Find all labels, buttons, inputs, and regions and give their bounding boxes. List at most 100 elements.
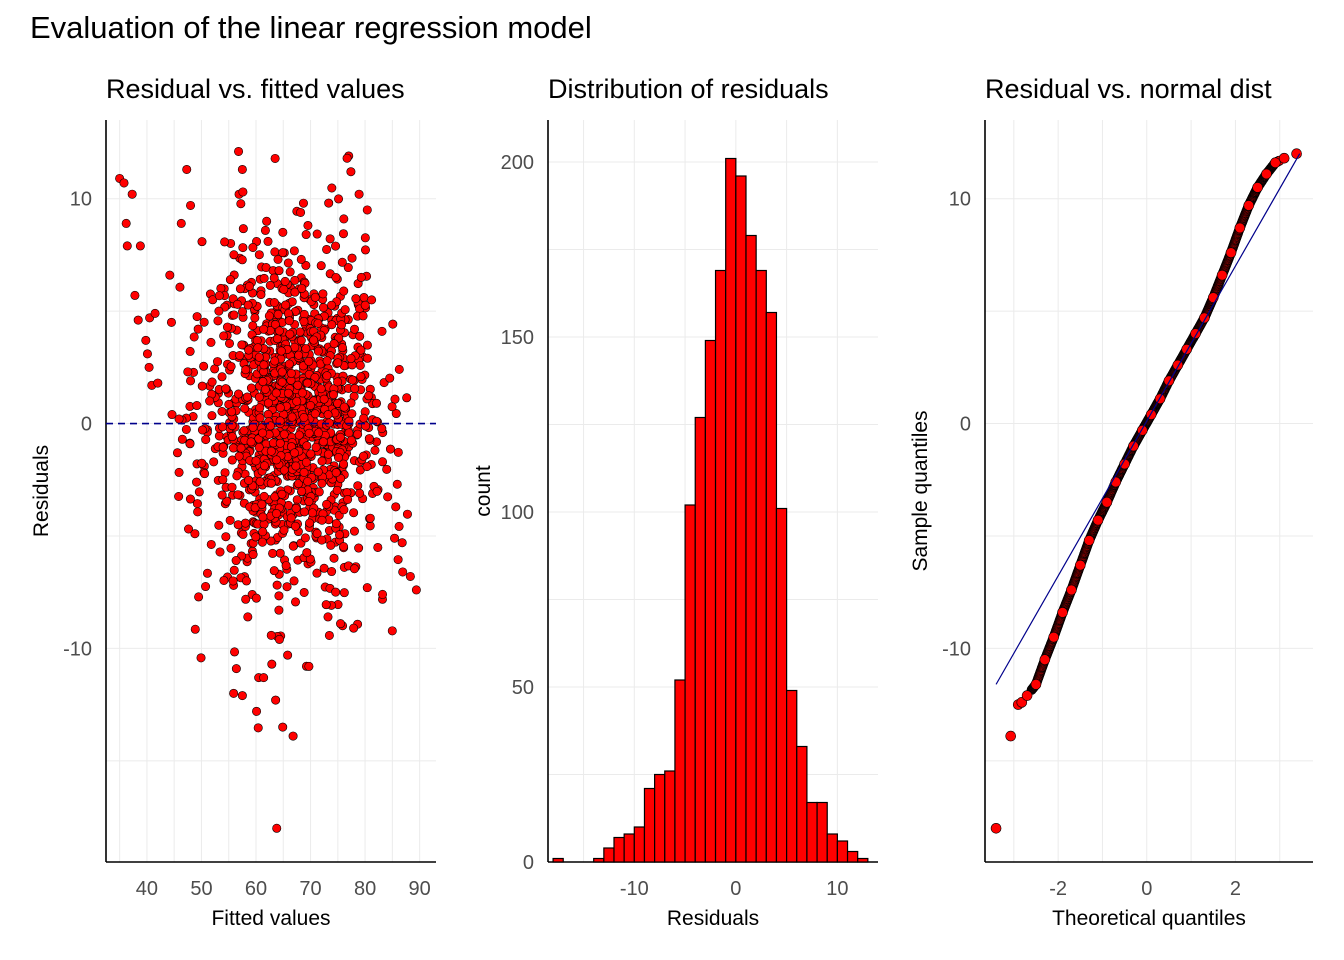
data-point: [339, 402, 349, 412]
data-point: [266, 630, 276, 640]
data-point: [331, 272, 341, 282]
data-point: [207, 411, 217, 421]
data-point: [299, 467, 309, 477]
data-point: [272, 580, 282, 590]
data-point: [342, 153, 352, 163]
data-point: [244, 281, 254, 291]
data-point: [346, 167, 356, 177]
data-point: [233, 490, 243, 500]
data-point: [273, 309, 283, 319]
data-point: [141, 335, 151, 345]
data-point: [337, 320, 347, 330]
data-point: [312, 568, 322, 578]
data-point: [322, 371, 332, 381]
histogram-bar: [836, 840, 849, 863]
data-point: [355, 331, 365, 341]
data-point: [269, 273, 279, 283]
data-point: [319, 563, 329, 573]
data-point: [398, 567, 408, 577]
data-point: [317, 478, 327, 488]
data-point: [193, 324, 203, 334]
qq-point: [1145, 409, 1157, 420]
data-point: [290, 342, 300, 352]
data-point: [390, 533, 400, 543]
data-point: [280, 276, 290, 286]
data-point: [302, 548, 312, 558]
data-point: [295, 327, 305, 337]
data-point: [241, 365, 251, 375]
y-tick-label: 150: [501, 327, 534, 349]
data-point: [271, 455, 281, 465]
data-point: [333, 453, 343, 463]
data-point: [133, 315, 143, 325]
data-point: [304, 428, 314, 438]
data-point: [321, 600, 331, 610]
data-point: [231, 556, 241, 566]
data-point: [299, 587, 309, 597]
data-point: [350, 384, 360, 394]
data-point: [370, 445, 380, 455]
data-point: [271, 695, 281, 705]
data-point: [223, 322, 233, 332]
histogram-bar: [826, 833, 838, 863]
data-point: [213, 316, 223, 326]
data-point: [340, 305, 350, 315]
data-point: [228, 443, 238, 453]
data-point: [378, 457, 388, 467]
data-point: [122, 241, 132, 251]
histogram-bar: [704, 339, 717, 863]
data-point: [277, 377, 287, 387]
data-point: [196, 653, 206, 663]
histogram-bar: [725, 157, 737, 863]
panel-2-x-axis-title: Residuals: [667, 907, 759, 930]
data-point: [388, 319, 398, 329]
data-point: [324, 630, 334, 640]
data-point: [121, 218, 131, 228]
data-point: [201, 582, 211, 592]
data-point: [337, 257, 347, 267]
data-point: [220, 237, 230, 247]
data-point: [306, 401, 316, 411]
data-point: [274, 591, 284, 601]
data-point: [306, 449, 316, 459]
data-point: [402, 393, 412, 403]
data-point: [176, 218, 186, 228]
qq-point: [1278, 152, 1290, 164]
data-point: [251, 456, 261, 466]
data-point: [333, 358, 343, 368]
data-point: [312, 529, 322, 539]
data-point: [322, 356, 332, 366]
data-point: [326, 540, 336, 550]
data-point: [350, 324, 360, 334]
y-tick-label: 10: [949, 189, 971, 211]
data-point: [228, 576, 238, 586]
data-point: [246, 437, 256, 447]
data-point: [266, 446, 276, 456]
data-point: [190, 624, 200, 634]
data-point: [235, 284, 245, 294]
y-tick-label: -10: [942, 638, 971, 660]
panel-3-y-axis-title: Sample quantiles: [909, 410, 932, 571]
panel-3-x-axis-title: Theoretical quantiles: [1052, 907, 1246, 930]
data-point: [172, 448, 182, 458]
data-point: [385, 444, 395, 454]
data-point: [309, 335, 319, 345]
data-point: [259, 461, 269, 471]
data-point: [284, 359, 294, 369]
data-point: [359, 292, 369, 302]
data-point: [243, 612, 253, 622]
y-tick-label: 100: [501, 502, 534, 524]
y-tick-label: 0: [81, 414, 92, 436]
data-point: [355, 488, 365, 498]
data-point: [263, 398, 273, 408]
data-point: [238, 243, 248, 253]
data-point: [153, 378, 163, 388]
data-point: [365, 513, 375, 523]
qq-point: [1291, 148, 1302, 160]
data-point: [229, 250, 239, 260]
histogram-bar: [613, 836, 625, 863]
data-point: [290, 275, 300, 285]
data-point: [385, 373, 395, 383]
data-point: [301, 260, 311, 270]
data-point: [362, 583, 372, 593]
